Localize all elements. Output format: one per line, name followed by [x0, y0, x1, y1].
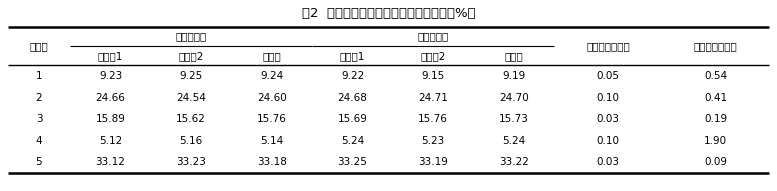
- Text: 5.24: 5.24: [502, 136, 525, 146]
- Text: 33.12: 33.12: [96, 157, 125, 167]
- Text: 5: 5: [36, 157, 42, 167]
- Text: 改进消化法: 改进消化法: [417, 31, 449, 41]
- Text: 33.23: 33.23: [176, 157, 206, 167]
- Text: 15.89: 15.89: [96, 114, 125, 124]
- Text: 5.12: 5.12: [99, 136, 122, 146]
- Text: 3: 3: [36, 114, 42, 124]
- Text: 2: 2: [36, 93, 42, 103]
- Text: 0.19: 0.19: [704, 114, 727, 124]
- Text: 33.19: 33.19: [418, 157, 448, 167]
- Text: 0.05: 0.05: [597, 71, 619, 81]
- Text: 24.60: 24.60: [257, 93, 287, 103]
- Text: 15.69: 15.69: [337, 114, 368, 124]
- Text: 方法间绝对差值: 方法间绝对差值: [586, 41, 630, 51]
- Text: 33.22: 33.22: [499, 157, 529, 167]
- Text: 5.23: 5.23: [422, 136, 444, 146]
- Text: 5.14: 5.14: [260, 136, 284, 146]
- Text: 检验倃2: 检验倃2: [420, 51, 446, 61]
- Text: 表2  两种消化法消化后总氮含量的比较（%）: 表2 两种消化法消化后总氮含量的比较（%）: [301, 7, 476, 20]
- Text: 0.10: 0.10: [597, 136, 619, 146]
- Text: 0.41: 0.41: [704, 93, 727, 103]
- Text: 检验倃1: 检验倃1: [98, 51, 124, 61]
- Text: 0.03: 0.03: [597, 157, 619, 167]
- Text: 24.70: 24.70: [499, 93, 528, 103]
- Text: 4: 4: [36, 136, 42, 146]
- Text: 24.68: 24.68: [337, 93, 368, 103]
- Text: 检验倃2: 检验倃2: [179, 51, 204, 61]
- Text: 15.76: 15.76: [257, 114, 287, 124]
- Text: 33.18: 33.18: [257, 157, 287, 167]
- Text: 15.73: 15.73: [499, 114, 529, 124]
- Text: 国标消化法: 国标消化法: [176, 31, 207, 41]
- Text: 平均值: 平均值: [504, 51, 523, 61]
- Text: 1: 1: [36, 71, 42, 81]
- Text: 5.16: 5.16: [179, 136, 203, 146]
- Text: 24.66: 24.66: [96, 93, 125, 103]
- Text: 0.03: 0.03: [597, 114, 619, 124]
- Text: 样品号: 样品号: [30, 41, 48, 51]
- Text: 15.76: 15.76: [418, 114, 448, 124]
- Text: 方法间相对偏差: 方法间相对偏差: [694, 41, 737, 51]
- Text: 9.24: 9.24: [260, 71, 284, 81]
- Text: 9.15: 9.15: [422, 71, 444, 81]
- Text: 1.90: 1.90: [704, 136, 727, 146]
- Text: 15.62: 15.62: [176, 114, 206, 124]
- Text: 9.23: 9.23: [99, 71, 122, 81]
- Text: 平均值: 平均值: [263, 51, 281, 61]
- Text: 9.25: 9.25: [179, 71, 203, 81]
- Text: 9.19: 9.19: [502, 71, 525, 81]
- Text: 9.22: 9.22: [341, 71, 364, 81]
- Text: 5.24: 5.24: [341, 136, 364, 146]
- Text: 0.54: 0.54: [704, 71, 727, 81]
- Text: 0.09: 0.09: [704, 157, 727, 167]
- Text: 33.25: 33.25: [337, 157, 368, 167]
- Text: 24.54: 24.54: [176, 93, 206, 103]
- Text: 24.71: 24.71: [418, 93, 448, 103]
- Text: 0.10: 0.10: [597, 93, 619, 103]
- Text: 检验倃1: 检验倃1: [340, 51, 365, 61]
